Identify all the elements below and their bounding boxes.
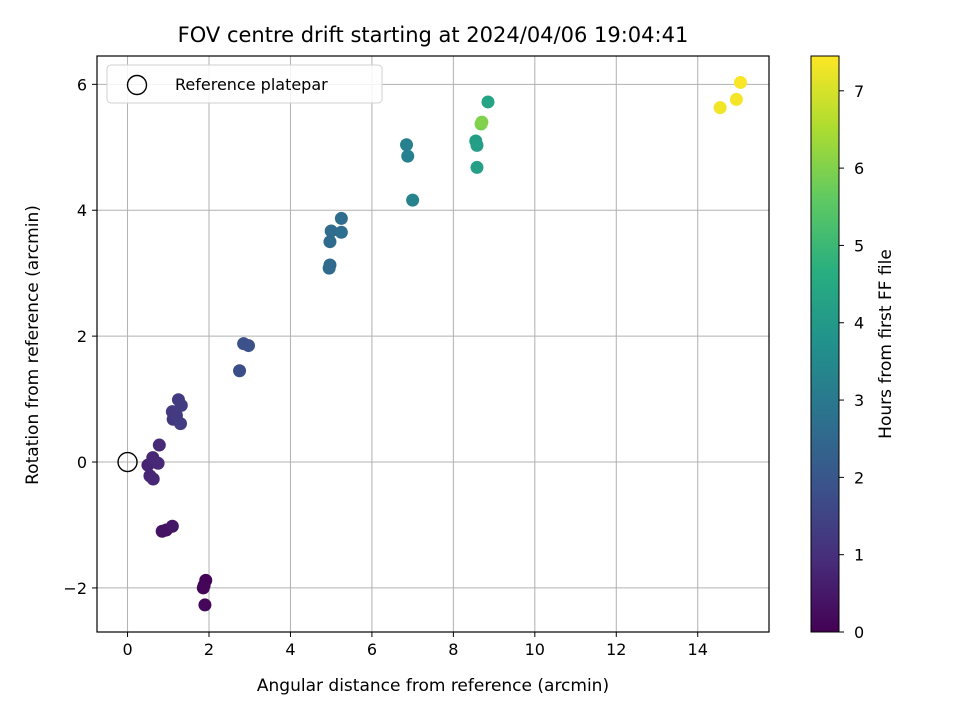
chart-title: FOV centre drift starting at 2024/04/06 … xyxy=(178,23,689,47)
data-point xyxy=(406,193,420,207)
data-points xyxy=(117,75,747,612)
data-point xyxy=(481,95,495,109)
x-tick-label: 12 xyxy=(606,640,626,659)
colorbar-title: Hours from first FF file xyxy=(876,249,896,439)
reference-point xyxy=(117,451,138,473)
x-tick-label: 6 xyxy=(367,640,377,659)
data-point xyxy=(733,75,747,89)
y-tick-label: 4 xyxy=(77,201,87,220)
data-point xyxy=(470,160,484,174)
colorbar xyxy=(810,55,840,633)
colorbar-tick-label: 6 xyxy=(854,159,864,178)
data-point xyxy=(146,472,160,486)
data-point xyxy=(323,235,337,249)
data-point xyxy=(334,211,348,225)
x-tick-label: 8 xyxy=(448,640,458,659)
data-point xyxy=(400,138,414,152)
x-tick-label: 0 xyxy=(122,640,132,659)
x-tick-label: 2 xyxy=(204,640,214,659)
colorbar-tick-label: 5 xyxy=(854,236,864,255)
data-point xyxy=(152,438,166,452)
colorbar-tick-label: 3 xyxy=(854,391,864,410)
data-point xyxy=(165,519,179,533)
data-point xyxy=(334,225,348,239)
colorbar-tick-label: 4 xyxy=(854,314,864,333)
data-point xyxy=(323,258,337,272)
data-point xyxy=(324,224,338,238)
x-axis-title: Angular distance from reference (arcmin) xyxy=(257,676,609,696)
data-point xyxy=(729,92,743,106)
data-point xyxy=(401,149,415,163)
data-point xyxy=(475,115,489,129)
colorbar-tick-label: 2 xyxy=(854,468,864,487)
data-point xyxy=(470,138,484,152)
x-tick-label: 4 xyxy=(285,640,295,659)
x-tick-label: 14 xyxy=(688,640,708,659)
data-point xyxy=(196,581,210,595)
y-axis-title: Rotation from reference (arcmin) xyxy=(23,205,43,485)
x-tick-label: 10 xyxy=(525,640,545,659)
data-point xyxy=(151,456,165,470)
data-point xyxy=(198,598,212,612)
data-point xyxy=(173,417,187,431)
legend-marker xyxy=(126,74,148,96)
data-point xyxy=(233,364,247,378)
y-tick-label: −2 xyxy=(63,579,87,598)
colorbar-ticks: 0 1 2 3 4 5 6 7 xyxy=(839,82,864,642)
data-point xyxy=(713,101,727,115)
colorbar-tick-label: 1 xyxy=(854,546,864,565)
plot-frame xyxy=(96,55,770,633)
legend: Reference platepar xyxy=(106,64,383,104)
y-tick-label: 0 xyxy=(77,453,87,472)
colorbar-tick-label: 7 xyxy=(854,82,864,101)
y-tick-label: 2 xyxy=(77,327,87,346)
y-tick-label: 6 xyxy=(77,75,87,94)
data-point xyxy=(242,339,256,353)
data-point xyxy=(174,398,188,412)
legend-label: Reference platepar xyxy=(175,75,328,94)
colorbar-tick-label: 0 xyxy=(854,623,864,642)
legend-box xyxy=(106,64,383,104)
axes: 0 2 4 6 8 10 12 14 −2 0 2 4 6 xyxy=(63,55,770,659)
